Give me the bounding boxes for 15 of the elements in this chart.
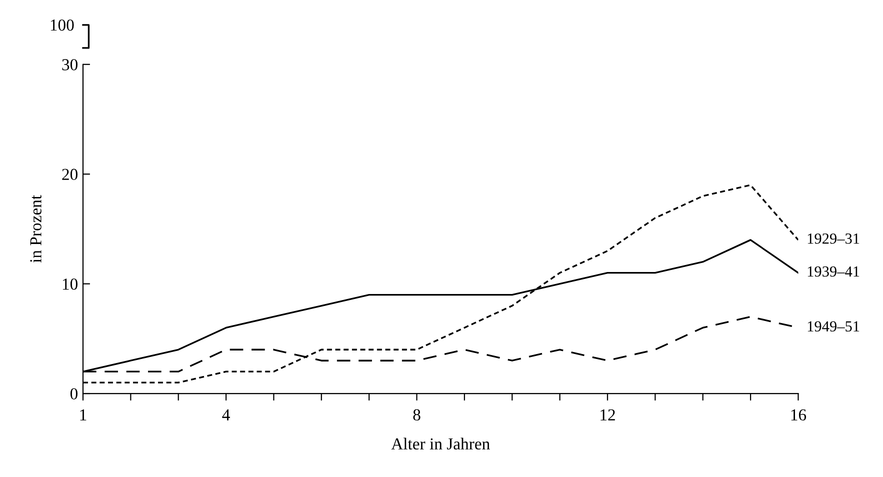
text: 100: [50, 19, 74, 31]
x-tick-label: 1: [80, 409, 86, 420]
series-label: 1929–31: [808, 233, 860, 244]
series-label: 1939–41: [808, 266, 860, 277]
x-tick-label: 4: [222, 409, 230, 420]
x-tick-label: 8: [413, 409, 420, 421]
y-tick-label: 30: [62, 59, 78, 70]
series-label: 1949–51: [808, 321, 860, 332]
y-tick-label: 20: [62, 168, 78, 180]
x-axis-title: Alter in Jahren: [391, 438, 490, 450]
x-tick-label: 12: [600, 409, 615, 420]
y-tick-label: 10: [62, 278, 78, 290]
y-tick-label: 0: [70, 388, 78, 400]
x-tick-label: 16: [791, 409, 806, 421]
y-axis-title: in Prozent: [30, 195, 42, 263]
